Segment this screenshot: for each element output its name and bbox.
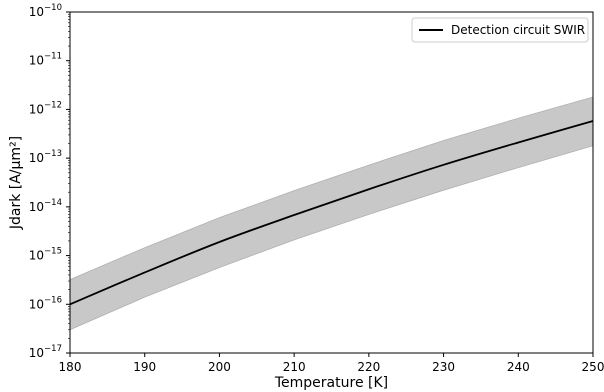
y-tick-base: 10 <box>29 346 44 360</box>
y-tick-label: 10−14 <box>29 198 62 214</box>
y-tick-base: 10 <box>29 297 44 311</box>
x-tick-label: 240 <box>507 360 530 374</box>
y-tick-label: 10−17 <box>29 344 62 360</box>
y-tick-label: 10−11 <box>29 52 62 68</box>
series-line <box>69 120 594 306</box>
y-tick-base: 10 <box>29 200 44 214</box>
y-tick-base: 10 <box>29 5 44 19</box>
x-tick-label: 190 <box>133 360 156 374</box>
legend: Detection circuit SWIR <box>411 17 589 43</box>
y-tick-exponent: −16 <box>44 295 62 305</box>
legend-entry: Detection circuit SWIR <box>451 23 585 37</box>
plot-frame <box>69 11 594 354</box>
x-tick-label: 200 <box>208 360 231 374</box>
y-tick-exponent: −14 <box>44 198 62 208</box>
y-tick-label: 10−15 <box>29 247 62 263</box>
y-tick-base: 10 <box>29 249 44 263</box>
uncertainty-band <box>69 96 594 331</box>
x-tick-label: 250 <box>582 360 604 374</box>
x-axis-label: Temperature [K] <box>274 375 388 391</box>
y-tick-exponent: −10 <box>44 3 62 13</box>
x-tick-label: 230 <box>432 360 455 374</box>
x-tick-label: 210 <box>283 360 306 374</box>
y-tick-label: 10−16 <box>29 295 62 311</box>
y-tick-exponent: −13 <box>44 149 62 159</box>
x-tick-label: 220 <box>357 360 380 374</box>
y-tick-exponent: −11 <box>44 52 62 62</box>
y-axis-label: Jdark [A/µm²] <box>8 136 24 230</box>
y-tick-label: 10−10 <box>29 3 62 19</box>
y-tick-exponent: −12 <box>44 100 62 110</box>
y-tick-label: 10−12 <box>29 100 62 116</box>
x-tick-label: 180 <box>59 360 82 374</box>
x-axis-ticks: 180 190 200 210 220 230 240 250 <box>59 353 604 374</box>
y-tick-base: 10 <box>29 54 44 68</box>
legend-box <box>411 17 589 43</box>
y-tick-base: 10 <box>29 151 44 165</box>
plot-area <box>69 11 594 354</box>
y-tick-exponent: −15 <box>44 247 62 257</box>
y-tick-label: 10−13 <box>29 149 62 165</box>
y-tick-base: 10 <box>29 102 44 116</box>
y-tick-exponent: −17 <box>44 344 62 354</box>
